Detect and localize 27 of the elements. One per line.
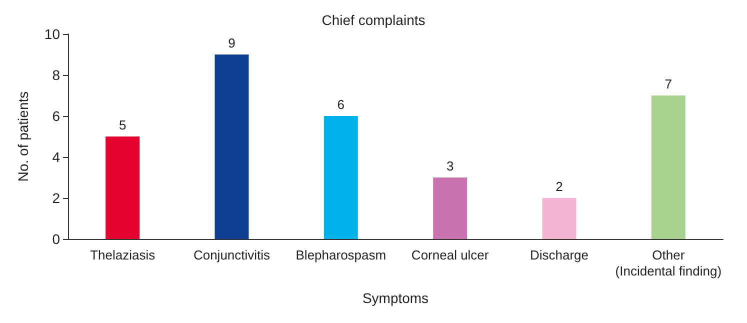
y-tick-label: 4 <box>52 149 60 165</box>
bar <box>324 116 358 239</box>
data-label: 5 <box>118 118 126 132</box>
x-tick-label: Discharge <box>530 248 589 262</box>
bar <box>106 136 140 239</box>
x-tick-label: Thelaziasis <box>90 248 156 262</box>
x-axis-title: Symptoms <box>362 290 429 306</box>
data-label: 2 <box>556 179 563 194</box>
y-tick-label: 10 <box>44 26 60 42</box>
bar <box>651 96 686 239</box>
y-tick-label: 2 <box>52 190 60 206</box>
y-tick-label: 6 <box>52 108 60 124</box>
y-axis-title: No. of patients <box>15 91 31 182</box>
x-tick-label: Blepharospasm <box>296 248 386 262</box>
data-label: 9 <box>228 36 236 50</box>
data-label: 6 <box>337 97 345 112</box>
x-tick-label: Corneal ulcer <box>411 248 490 262</box>
x-tick-label: Other (Incidental finding) <box>615 248 722 278</box>
data-label: 3 <box>446 158 454 174</box>
bar <box>542 198 576 239</box>
chart-title: Chief complaints <box>322 12 426 28</box>
bar <box>433 178 468 239</box>
bar <box>214 54 249 239</box>
y-tick-label: 0 <box>52 231 60 247</box>
x-tick-label: Conjunctivitis <box>193 248 271 262</box>
data-label: 7 <box>664 76 672 92</box>
y-tick-label: 8 <box>52 67 60 83</box>
